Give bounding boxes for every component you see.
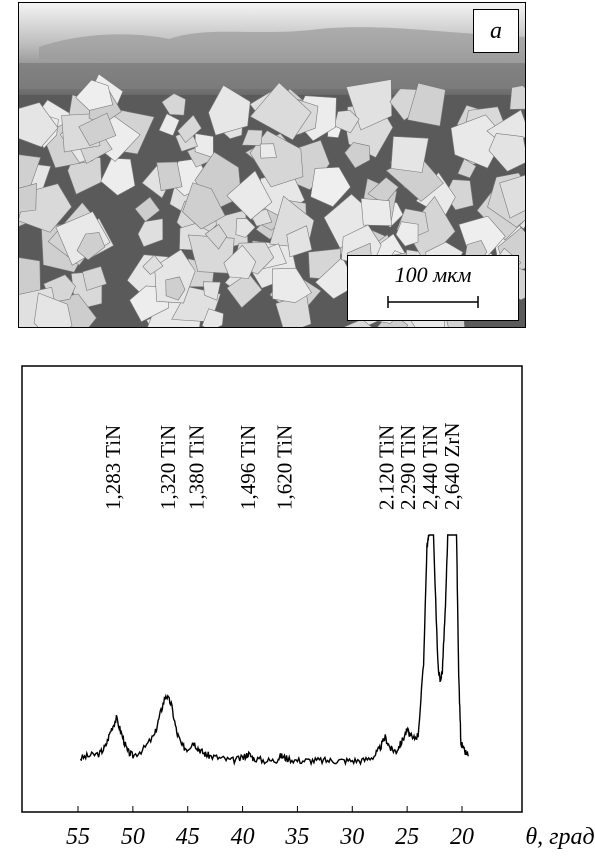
peak-label: 2.120 TiN	[374, 425, 398, 510]
x-tick-label: 25	[395, 824, 419, 850]
crystal-grain	[156, 161, 183, 191]
crystal-grain	[226, 272, 263, 309]
chart-canvas: 1,283 TiN 1,320 TiN 1,380 TiN 1,496 TiN 1,62…	[21, 365, 595, 850]
crystal-grain	[457, 158, 477, 179]
crystal-grain	[415, 171, 456, 218]
plot-frame	[21, 365, 523, 813]
crystal-grain	[310, 166, 351, 208]
crystal-grain	[134, 196, 161, 223]
crystal-grain	[286, 225, 313, 258]
crystal-grain	[259, 143, 277, 159]
x-tick-label: 40	[231, 824, 255, 850]
crystal-grain	[360, 198, 392, 227]
crystal-grain	[249, 82, 312, 141]
grain-layer	[19, 73, 525, 327]
crystal-grain	[142, 254, 164, 275]
peak-label: 1,496 TiN	[236, 425, 260, 510]
diffraction-curve	[79, 534, 469, 767]
crystal-grain	[19, 183, 37, 213]
crystal-grain	[226, 170, 273, 221]
crystal-grain	[407, 82, 446, 127]
sem-micrograph: a 100 мкм	[18, 2, 526, 328]
crystal-grain	[100, 157, 136, 196]
crystal-grain	[82, 266, 107, 291]
x-tick-label: 45	[176, 824, 200, 850]
peak-label: 2.290 TiN	[396, 425, 420, 510]
crystal-grain	[223, 244, 257, 279]
crystal-grain	[208, 84, 251, 136]
crystal-grain	[182, 182, 226, 230]
crystal-grain	[158, 113, 180, 136]
crystal-grain	[165, 276, 186, 301]
scale-bar-label: 100 мкм	[394, 262, 472, 287]
crystal-grain	[488, 133, 525, 172]
peak-label: 1,620 TiN	[272, 425, 296, 510]
crystal-grain	[343, 318, 373, 327]
crystal-grain	[334, 109, 360, 134]
crystal-grain	[390, 136, 429, 173]
x-tick-label: 35	[284, 824, 309, 850]
crystal-grain	[177, 114, 202, 144]
crystal-grain	[499, 174, 525, 219]
crystal-grain	[202, 281, 221, 301]
crystal-grain	[19, 154, 42, 189]
micrograph-image	[19, 3, 525, 327]
crystal-grain	[19, 102, 59, 148]
crystal-grain	[137, 218, 164, 248]
peak-label: 1,380 TiN	[184, 425, 208, 510]
crystal-grain	[275, 293, 312, 327]
scale-bar	[387, 296, 479, 308]
x-tick-label: 55	[66, 824, 90, 850]
panel-label: a	[473, 9, 519, 53]
crystal-grain	[241, 129, 263, 146]
crystal-grain	[271, 267, 312, 304]
scale-bar-box: 100 мкм	[347, 255, 519, 321]
crystal-grain	[345, 79, 393, 131]
crystal-grain	[161, 93, 186, 116]
xrd-chart: 1,283 TiN 1,320 TiN 1,380 TiN 1,496 TiN 1,62…	[0, 360, 595, 856]
x-tick-label: 50	[121, 824, 145, 850]
crystal-grain	[187, 234, 235, 274]
crystal-grain	[344, 142, 371, 169]
x-axis-label: θ, град	[525, 824, 594, 850]
peak-label: 1,283 TiN	[101, 425, 125, 510]
crystal-grain	[75, 79, 114, 111]
crystal-grain	[201, 308, 224, 327]
crystal-grain	[33, 292, 73, 327]
crystal-grain	[76, 232, 106, 261]
x-tick-label: 30	[339, 824, 364, 850]
crystal-grain	[509, 85, 525, 110]
peak-label: 2,440 TiN	[418, 425, 442, 510]
crystal-grain	[235, 217, 256, 238]
x-tick-label: 20	[450, 824, 474, 850]
peak-label: 2,640 ZrN	[440, 423, 464, 511]
crystal-grain	[204, 223, 228, 250]
peak-label: 1,320 TiN	[156, 425, 180, 510]
crystal-grain	[78, 112, 117, 147]
crystal-grain	[395, 221, 419, 247]
